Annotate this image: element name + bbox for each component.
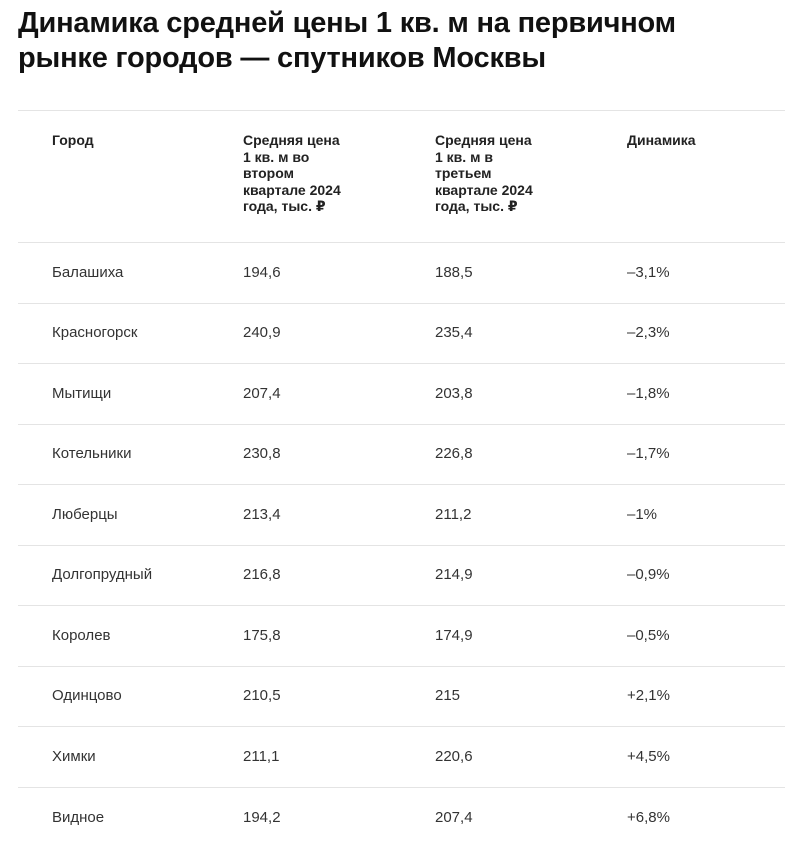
city-cell: Долгопрудный — [52, 566, 243, 584]
dynamics-cell: +2,1% — [627, 687, 785, 705]
city-cell: Красногорск — [52, 324, 243, 342]
q3-price-cell: 220,6 — [435, 748, 627, 766]
header-q3-price: Средняя цена 1 кв. м в третьем квартале … — [435, 132, 627, 215]
dynamics-cell: +6,8% — [627, 809, 785, 827]
q3-price-cell: 235,4 — [435, 324, 627, 342]
table-header-row: Город Средняя цена 1 кв. м во втором ква… — [18, 111, 785, 243]
city-cell: Балашиха — [52, 264, 243, 282]
q2-price-cell: 194,6 — [243, 264, 435, 282]
q3-price-cell: 211,2 — [435, 506, 627, 524]
q3-price-cell: 207,4 — [435, 809, 627, 827]
page-title: Динамика средней цены 1 кв. м на первичн… — [18, 6, 788, 76]
city-cell: Королев — [52, 627, 243, 645]
q3-price-cell: 214,9 — [435, 566, 627, 584]
city-cell: Котельники — [52, 445, 243, 463]
q2-price-cell: 240,9 — [243, 324, 435, 342]
price-table: Город Средняя цена 1 кв. м во втором ква… — [18, 110, 785, 848]
q2-price-cell: 207,4 — [243, 385, 435, 403]
city-cell: Видное — [52, 809, 243, 827]
q2-price-cell: 210,5 — [243, 687, 435, 705]
q3-price-cell: 188,5 — [435, 264, 627, 282]
dynamics-cell: –1,8% — [627, 385, 785, 403]
dynamics-cell: –0,5% — [627, 627, 785, 645]
dynamics-cell: –1% — [627, 506, 785, 524]
city-cell: Одинцово — [52, 687, 243, 705]
q2-price-cell: 216,8 — [243, 566, 435, 584]
q2-price-cell: 194,2 — [243, 809, 435, 827]
q2-price-cell: 213,4 — [243, 506, 435, 524]
q2-price-cell: 211,1 — [243, 748, 435, 766]
city-cell: Мытищи — [52, 385, 243, 403]
q3-price-cell: 203,8 — [435, 385, 627, 403]
q3-price-cell: 174,9 — [435, 627, 627, 645]
header-q2-price: Средняя цена 1 кв. м во втором квартале … — [243, 132, 435, 215]
city-cell: Люберцы — [52, 506, 243, 524]
q2-price-cell: 230,8 — [243, 445, 435, 463]
q3-price-cell: 226,8 — [435, 445, 627, 463]
header-city: Город — [52, 132, 243, 149]
dynamics-cell: –3,1% — [627, 264, 785, 282]
dynamics-cell: +4,5% — [627, 748, 785, 766]
dynamics-cell: –0,9% — [627, 566, 785, 584]
dynamics-cell: –2,3% — [627, 324, 785, 342]
dynamics-cell: –1,7% — [627, 445, 785, 463]
q3-price-cell: 215 — [435, 687, 627, 705]
header-dynamics: Динамика — [627, 132, 785, 149]
q2-price-cell: 175,8 — [243, 627, 435, 645]
city-cell: Химки — [52, 748, 243, 766]
